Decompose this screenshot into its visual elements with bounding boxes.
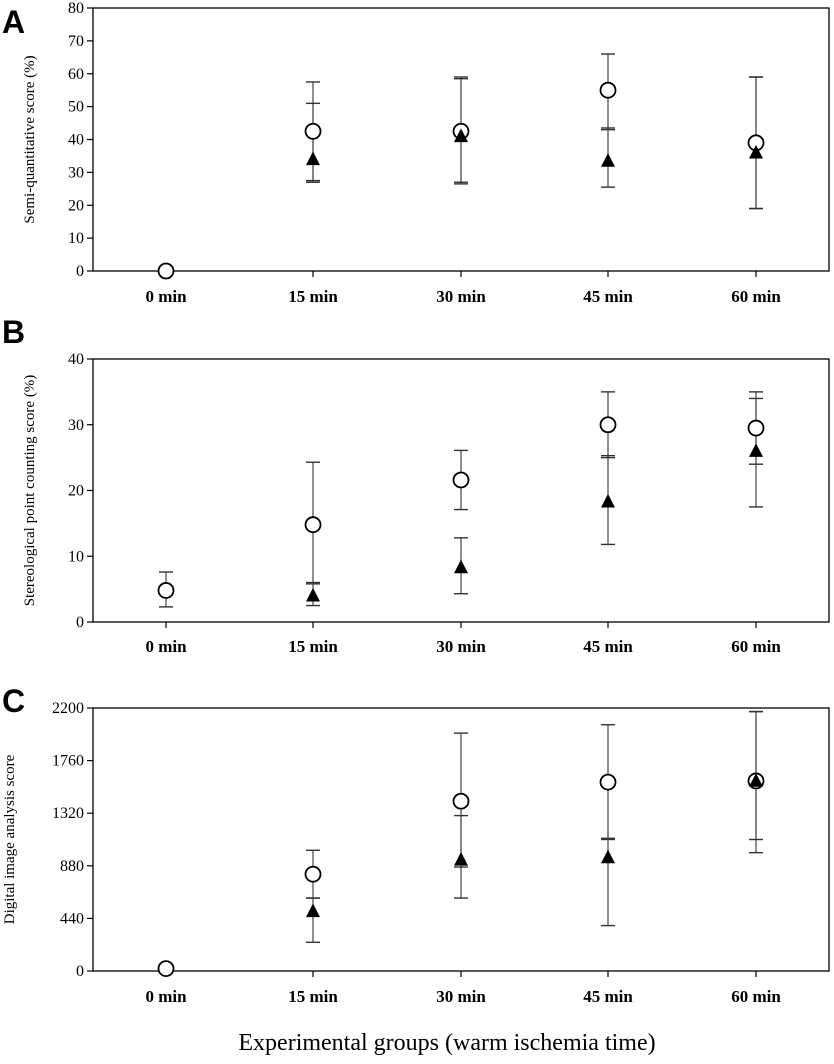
y-tick-label: 2200 (52, 700, 84, 717)
panel-letter: A (2, 4, 25, 40)
y-tick-label: 50 (68, 99, 84, 116)
y-tick-label: 1320 (52, 805, 84, 822)
y-tick-label: 40 (68, 351, 84, 368)
x-tick-label: 0 min (145, 287, 187, 306)
x-tick-label: 60 min (731, 637, 781, 656)
y-tick-label: 880 (60, 858, 84, 875)
y-tick-label: 0 (76, 963, 84, 980)
data-point-triangle (454, 128, 468, 143)
panel-letter: C (2, 683, 25, 719)
data-point-circle (599, 773, 617, 791)
x-tick-label: 60 min (731, 287, 781, 306)
y-tick-label: 40 (68, 132, 84, 149)
y-tick-label: 10 (68, 230, 84, 247)
y-axis-label: Semi-quantitative score (%) (22, 55, 38, 223)
y-tick-label: 70 (68, 33, 84, 50)
y-tick-label: 30 (68, 417, 84, 434)
data-point-circle (747, 419, 765, 437)
data-point-circle (157, 960, 175, 978)
data-point-triangle (749, 773, 763, 787)
data-point-triangle (749, 144, 763, 159)
x-tick-label: 45 min (583, 987, 633, 1006)
y-tick-label: 1760 (52, 753, 84, 770)
data-point-triangle (749, 443, 763, 457)
y-tick-label: 0 (76, 263, 84, 280)
data-point-circle (599, 416, 617, 434)
x-tick-label: 45 min (583, 287, 633, 306)
panel-b: B 0 10 20 30 40 0 min 15 min 30 min 45 min 60 min S… (2, 314, 830, 656)
data-point-circle (452, 792, 470, 810)
y-tick-label: 20 (68, 197, 84, 214)
data-point-triangle (306, 587, 320, 602)
x-tick-label: 15 min (288, 987, 338, 1006)
data-point-circle (304, 122, 322, 140)
data-point-circle (157, 582, 175, 599)
y-tick-label: 10 (68, 548, 84, 565)
x-tick-label: 30 min (436, 987, 486, 1006)
data-point-circle (304, 516, 322, 534)
y-axis-label: Digital image analysis score (2, 754, 18, 924)
data-point-triangle (306, 903, 320, 918)
y-tick-label: 80 (68, 0, 84, 17)
panel-c: C 0 440 880 1320 1760 2200 0 min 15 min 30 min 45 … (2, 683, 830, 1006)
data-point-triangle (454, 852, 468, 866)
data-point-triangle (306, 151, 320, 166)
y-tick-label: 30 (68, 164, 84, 181)
x-tick-label: 45 min (583, 637, 633, 656)
data-point-triangle (454, 559, 468, 574)
y-tick-label: 60 (68, 66, 84, 83)
x-tick-label: 60 min (731, 987, 781, 1006)
data-point-triangle (601, 849, 615, 864)
x-tick-label: 30 min (436, 637, 486, 656)
x-tick-label: 30 min (436, 287, 486, 306)
y-axis-label: Stereological point counting score (%) (22, 375, 38, 607)
data-point-triangle (601, 493, 615, 508)
data-point-triangle (601, 153, 615, 167)
data-point-circle (304, 865, 322, 883)
panel-letter: B (2, 314, 25, 350)
data-point-circle (599, 81, 617, 99)
x-tick-label: 0 min (145, 637, 187, 656)
y-tick-label: 440 (60, 910, 84, 927)
panel-a: A 0 10 20 30 40 50 60 70 80 0 min 15 min 30 min 45 mi… (2, 0, 830, 306)
y-tick-label: 0 (76, 614, 84, 631)
x-tick-label: 0 min (145, 987, 187, 1006)
y-tick-label: 20 (68, 483, 84, 500)
data-point-circle (157, 262, 175, 280)
x-tick-label: 15 min (288, 637, 338, 656)
data-point-circle (452, 471, 470, 489)
x-axis-title: Experimental groups (warm ischemia time) (238, 1030, 655, 1056)
x-tick-label: 15 min (288, 287, 338, 306)
